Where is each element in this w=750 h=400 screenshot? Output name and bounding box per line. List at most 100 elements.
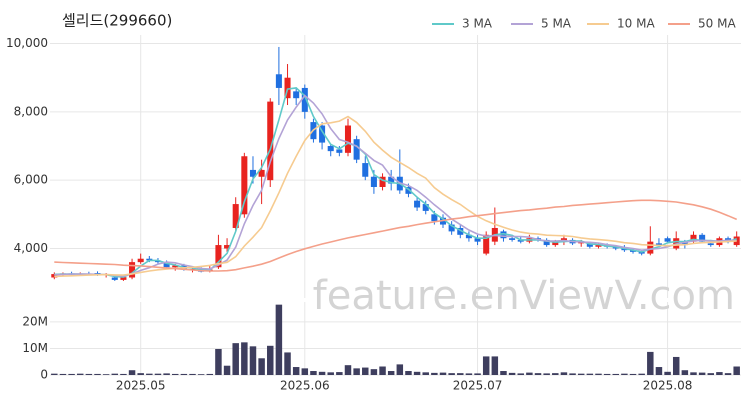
candle-body — [681, 241, 688, 246]
volume-bar — [681, 370, 689, 375]
candle-body — [224, 245, 231, 249]
candle-body — [129, 262, 136, 278]
volume-bar — [508, 372, 516, 375]
volume-bar — [707, 373, 715, 375]
ma-line — [54, 115, 737, 278]
legend-label: 10 MA — [617, 17, 655, 31]
volume-bar — [154, 373, 162, 375]
candle-body — [215, 245, 222, 268]
y-tick-label: 6,000 — [14, 173, 48, 187]
candle-body — [258, 169, 265, 177]
candle-body — [474, 238, 481, 242]
candle-body — [405, 186, 412, 194]
candle-body — [137, 258, 144, 263]
ma-line — [54, 199, 738, 272]
candle-body — [327, 146, 334, 152]
chart-title: 셀리드(299660) — [62, 12, 172, 30]
volume-bar — [517, 373, 524, 375]
candle-body — [465, 234, 472, 239]
volume-bar — [111, 373, 119, 375]
candle-body — [172, 265, 179, 268]
y-tick-label: 10M — [22, 341, 48, 355]
volume-bar — [690, 372, 697, 375]
volume-bar — [301, 368, 309, 375]
volume-bar — [102, 374, 110, 375]
volume-bar — [638, 373, 645, 375]
volume-bar — [215, 348, 222, 375]
ma-line — [54, 87, 737, 278]
candle-body — [647, 241, 654, 254]
candle-body — [336, 149, 343, 153]
candle-body — [284, 77, 291, 99]
candle-body — [509, 238, 516, 240]
candle-body — [232, 204, 239, 228]
candle-body — [163, 262, 170, 268]
candle-body — [362, 163, 369, 177]
volume-bar — [431, 372, 438, 375]
candle-body — [707, 243, 714, 246]
volume-bar — [457, 373, 464, 375]
volume-bar — [716, 372, 723, 375]
volume-bar — [474, 373, 481, 375]
volume-bar — [189, 373, 196, 375]
candle-body — [457, 227, 464, 235]
volume-bar — [672, 356, 680, 375]
volume-bar — [336, 372, 343, 375]
volume-bar — [292, 367, 300, 375]
volume-bar — [698, 372, 706, 375]
candle-body — [120, 277, 127, 280]
volume-bar — [647, 351, 654, 375]
volume-bar — [232, 343, 239, 375]
candle-body — [595, 245, 602, 247]
volume-bar — [448, 373, 455, 375]
volume-bar — [120, 373, 127, 375]
candle-body — [699, 234, 706, 242]
candle-body — [353, 139, 360, 160]
volume-bar — [595, 373, 602, 375]
candle-body — [275, 74, 282, 88]
volume-bar — [664, 371, 671, 375]
volume-bar — [422, 372, 429, 375]
volume-bar — [128, 370, 136, 375]
candle-body — [586, 243, 593, 247]
candle-body — [370, 176, 377, 187]
y-tick-label: 20M — [22, 314, 48, 328]
volume-bar — [318, 371, 326, 375]
volume-bar — [586, 373, 594, 375]
candle-body — [543, 239, 550, 246]
volume-bar — [327, 372, 334, 375]
ma-line — [54, 94, 737, 278]
volume-bar — [396, 364, 404, 375]
volume-bar — [560, 372, 568, 375]
candle-body — [422, 204, 429, 211]
volume-bar — [267, 345, 274, 375]
candle-body — [690, 234, 697, 242]
volume-bar — [172, 373, 179, 375]
volume-bar — [241, 342, 248, 375]
candle-body — [388, 176, 395, 184]
volume-bar — [621, 373, 628, 375]
volume-bar — [405, 371, 412, 375]
candle-body — [344, 125, 352, 153]
x-tick-label: 2025.08 — [643, 379, 693, 393]
candle-body — [249, 169, 257, 177]
volume-bar — [85, 373, 93, 375]
volume-bar — [344, 365, 352, 375]
volume-bar — [733, 366, 740, 375]
candle-body — [267, 101, 274, 181]
volume-bar — [552, 373, 559, 375]
volume-bar — [577, 373, 585, 375]
candle-body — [621, 248, 628, 251]
volume-bar — [197, 374, 205, 375]
volume-bar — [465, 373, 473, 375]
volume-bar — [491, 356, 499, 375]
legend-label: 3 MA — [462, 17, 493, 31]
candle-body — [379, 176, 386, 187]
candle-body — [448, 224, 455, 232]
volume-bar — [206, 373, 214, 375]
legend-label: 50 MA — [698, 17, 736, 31]
volume-bar — [51, 373, 58, 375]
candle-body — [483, 234, 490, 254]
volume-bar — [275, 304, 283, 375]
